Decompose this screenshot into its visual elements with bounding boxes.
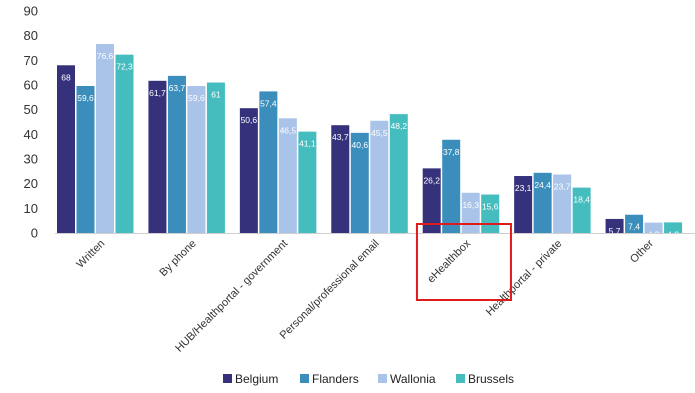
legend-swatch-belgium bbox=[223, 374, 232, 383]
data-label-brussels: 72,3 bbox=[116, 62, 133, 72]
bar-belgium-healthportal-private bbox=[514, 176, 533, 233]
legend-label-belgium: Belgium bbox=[235, 372, 278, 386]
data-label-brussels: 4,3 bbox=[667, 229, 679, 239]
bar-flanders-hub-healthportal-government bbox=[259, 91, 278, 233]
data-label-wallonia: 59,6 bbox=[188, 93, 205, 103]
x-tick-label-healthportal-private: Healthportal - private bbox=[484, 238, 565, 319]
bar-brussels-by-phone bbox=[206, 82, 225, 234]
x-tick-label-other: Other bbox=[628, 237, 656, 265]
bar-belgium-personal-professional-email bbox=[331, 125, 350, 233]
data-label-belgium: 61,7 bbox=[149, 88, 166, 98]
data-label-belgium: 26,2 bbox=[423, 175, 440, 185]
y-tick-label: 0 bbox=[31, 226, 38, 241]
legend: Belgium Flanders Wallonia Brussels bbox=[223, 372, 514, 386]
data-label-brussels: 18,4 bbox=[573, 195, 590, 205]
data-label-belgium: 5,7 bbox=[609, 226, 621, 236]
bar-wallonia-hub-healthportal-government bbox=[278, 118, 297, 233]
x-tick-label-written: Written bbox=[74, 238, 107, 271]
x-tick-label-by-phone: By phone bbox=[157, 238, 198, 279]
data-label-flanders: 7,4 bbox=[628, 222, 640, 232]
highlight-box bbox=[415, 223, 512, 301]
legend-label-brussels: Brussels bbox=[468, 372, 514, 386]
x-tick-label-ehealthbox: eHealthbox bbox=[425, 237, 473, 285]
y-tick-label: 80 bbox=[24, 28, 38, 43]
y-tick-label: 60 bbox=[24, 78, 38, 93]
bar-belgium-hub-healthportal-government bbox=[239, 108, 258, 233]
bar-wallonia-personal-professional-email bbox=[370, 120, 389, 233]
bar-brussels-personal-professional-email bbox=[389, 114, 408, 233]
data-label-brussels: 41,1 bbox=[299, 139, 316, 149]
bar-wallonia-other bbox=[644, 222, 663, 233]
data-label-belgium: 50,6 bbox=[241, 115, 258, 125]
y-tick-label: 30 bbox=[24, 152, 38, 167]
bar-belgium-ehealthbox bbox=[422, 168, 441, 233]
bar-flanders-other bbox=[625, 214, 644, 233]
y-tick-label: 20 bbox=[24, 176, 38, 191]
bar-belgium-written bbox=[57, 65, 75, 234]
data-label-flanders: 59,6 bbox=[77, 93, 94, 103]
data-label-brussels: 61 bbox=[211, 90, 221, 100]
bar-flanders-by-phone bbox=[167, 75, 186, 233]
data-label-flanders: 37,8 bbox=[443, 147, 460, 157]
bar-belgium-by-phone bbox=[148, 80, 167, 233]
data-label-wallonia: 76,6 bbox=[97, 51, 114, 61]
bar-flanders-ehealthbox bbox=[442, 139, 461, 233]
bar-brussels-other bbox=[664, 222, 683, 233]
bar-flanders-personal-professional-email bbox=[350, 132, 369, 233]
data-label-belgium: 43,7 bbox=[332, 132, 349, 142]
bars-group bbox=[57, 44, 683, 234]
bar-wallonia-by-phone bbox=[187, 85, 206, 233]
bar-flanders-healthportal-private bbox=[533, 172, 552, 233]
data-label-wallonia: 4,2 bbox=[648, 230, 660, 240]
bar-flanders-written bbox=[76, 85, 95, 233]
legend-label-wallonia: Wallonia bbox=[390, 372, 436, 386]
data-label-flanders: 57,4 bbox=[260, 98, 277, 108]
y-tick-label: 10 bbox=[24, 201, 38, 216]
y-tick-label: 90 bbox=[24, 4, 38, 19]
data-label-flanders: 63,7 bbox=[169, 83, 186, 93]
bar-wallonia-written bbox=[96, 44, 114, 234]
bar-brussels-hub-healthportal-government bbox=[298, 131, 317, 233]
y-axis: 0 10 20 30 40 50 60 70 80 90 bbox=[24, 4, 38, 241]
x-tick-label-hub-healthportal-government: HUB/Healthportal - government bbox=[173, 238, 290, 355]
y-tick-label: 50 bbox=[24, 102, 38, 117]
data-label-belgium: 23,1 bbox=[515, 183, 532, 193]
data-label-flanders: 40,6 bbox=[352, 140, 369, 150]
bar-belgium-other bbox=[605, 218, 624, 233]
y-tick-label: 70 bbox=[24, 53, 38, 68]
legend-swatch-brussels bbox=[456, 374, 465, 383]
data-label-brussels: 48,2 bbox=[391, 121, 408, 131]
x-tick-label-personal-professional-email: Personal/professional email bbox=[278, 238, 382, 342]
data-label-wallonia: 16,3 bbox=[462, 200, 479, 210]
bar-wallonia-healthportal-private bbox=[553, 174, 572, 233]
y-tick-label: 40 bbox=[24, 127, 38, 142]
bar-brussels-healthportal-private bbox=[572, 187, 591, 233]
bar-wallonia-ehealthbox bbox=[461, 192, 480, 233]
data-label-wallonia: 46,5 bbox=[280, 125, 297, 135]
data-label-flanders: 24,4 bbox=[534, 180, 551, 190]
data-label-wallonia: 45,5 bbox=[371, 128, 388, 138]
legend-label-flanders: Flanders bbox=[312, 372, 359, 386]
data-label-belgium: 68 bbox=[61, 72, 71, 82]
legend-swatch-wallonia bbox=[378, 374, 387, 383]
bar-brussels-written bbox=[115, 54, 134, 233]
data-label-brussels: 15,6 bbox=[482, 202, 499, 212]
legend-swatch-flanders bbox=[300, 374, 309, 383]
bar-brussels-ehealthbox bbox=[481, 194, 500, 233]
data-label-wallonia: 23,7 bbox=[554, 182, 571, 192]
